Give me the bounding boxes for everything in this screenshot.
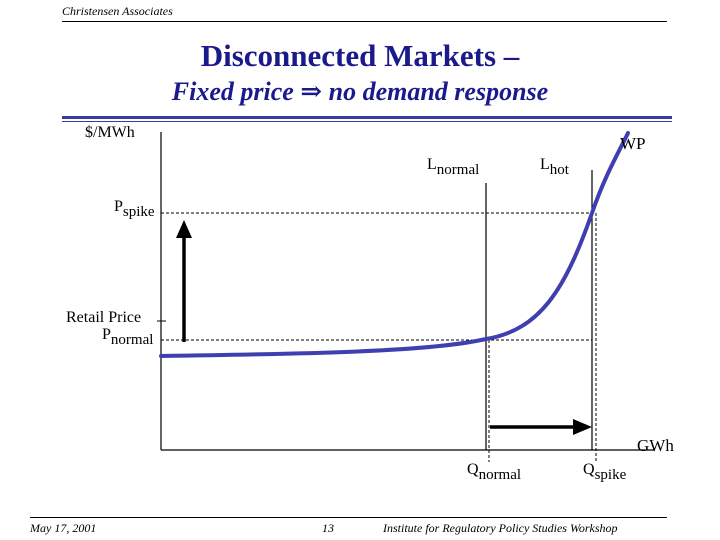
x-axis-label: GWh xyxy=(637,436,674,455)
price-arrow-head xyxy=(176,220,192,238)
subtitle-arrow-icon: ⇒ xyxy=(300,77,323,106)
wp-curve-label: WP xyxy=(620,134,646,153)
header-organization: Christensen Associates xyxy=(62,4,173,18)
l-hot-label: Lhot xyxy=(540,156,569,178)
title-underline-thin xyxy=(62,121,672,122)
subtitle-before: Fixed price xyxy=(171,77,294,106)
quantity-arrow-head xyxy=(573,419,592,435)
footer-date: May 17, 2001 xyxy=(30,521,97,535)
q-normal-main: Q xyxy=(467,461,479,478)
slide-subtitle: Fixed price ⇒ no demand response xyxy=(0,77,720,107)
p-spike-main: P xyxy=(114,198,123,215)
l-normal-main: L xyxy=(427,156,437,173)
p-normal-sub: normal xyxy=(110,332,154,348)
q-spike-label: Qspike xyxy=(583,461,626,483)
p-normal-main: P xyxy=(102,326,111,343)
footer-rule xyxy=(30,517,667,518)
header-rule xyxy=(62,21,667,22)
p-spike-label: Pspike xyxy=(114,198,155,220)
q-normal-label: Qnormal xyxy=(467,461,521,483)
wp-supply-curve xyxy=(159,131,630,358)
title-underline-thick xyxy=(62,116,672,119)
l-normal-sub: normal xyxy=(436,162,480,178)
q-normal-sub: normal xyxy=(478,467,522,483)
slide-title: Disconnected Markets – xyxy=(200,38,520,73)
subtitle-after: no demand response xyxy=(328,77,549,106)
retail-price-label: Retail Price xyxy=(66,309,142,326)
p-normal-label: Pnormal xyxy=(102,326,153,348)
p-spike-sub: spike xyxy=(122,204,155,220)
l-normal-label: Lnormal xyxy=(427,156,479,178)
l-hot-sub: hot xyxy=(549,162,569,178)
l-hot-main: L xyxy=(540,156,550,173)
footer-event: Institute for Regulatory Policy Studies … xyxy=(383,521,618,535)
y-axis-label: $/MWh xyxy=(85,124,135,141)
footer-page-number: 13 xyxy=(322,521,334,535)
q-spike-main: Q xyxy=(583,461,595,478)
q-spike-sub: spike xyxy=(594,467,627,483)
